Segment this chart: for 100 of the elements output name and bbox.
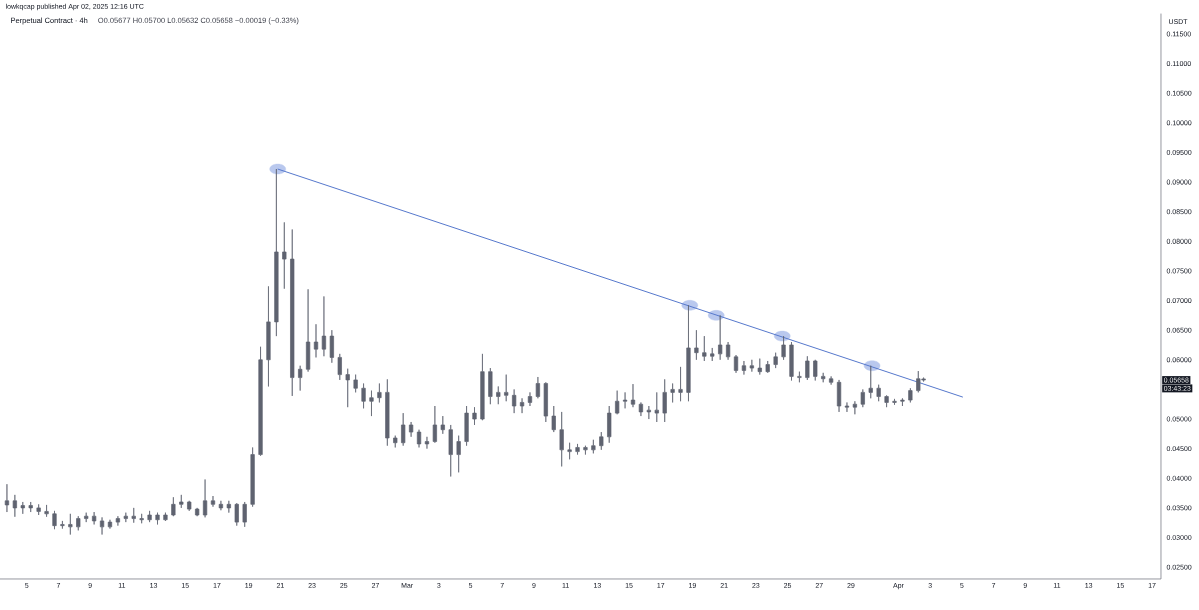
candlestick	[361, 383, 366, 409]
candlestick	[781, 335, 786, 361]
candlestick	[369, 390, 374, 417]
candlestick	[868, 365, 873, 399]
candlestick	[258, 346, 263, 457]
candlestick	[630, 383, 636, 408]
candlestick	[234, 502, 239, 527]
candlestick	[852, 400, 857, 415]
candlestick	[250, 447, 255, 508]
candlestick	[44, 504, 49, 518]
candlestick	[266, 285, 271, 387]
candlestick	[757, 358, 762, 375]
candlestick	[797, 371, 802, 383]
candlestick	[139, 513, 144, 524]
candlestick	[28, 501, 33, 513]
candlestick	[385, 378, 390, 447]
candlestick	[876, 384, 881, 402]
candlestick	[210, 495, 216, 508]
candlestick	[615, 390, 620, 415]
candlestick	[646, 405, 651, 420]
candlestick	[68, 513, 73, 535]
candlestick	[282, 222, 287, 290]
candlestick	[4, 483, 10, 513]
candlestick	[329, 329, 334, 364]
candlestick	[670, 383, 675, 403]
candlestick	[321, 296, 327, 357]
candlestick	[654, 392, 659, 423]
candlestick	[599, 431, 604, 451]
candlestick	[393, 435, 398, 448]
candlestick	[733, 354, 739, 374]
candlestick	[313, 323, 319, 358]
candlestick	[638, 402, 644, 417]
candlestick	[591, 439, 596, 454]
candlestick	[353, 374, 358, 393]
candlestick	[496, 386, 501, 405]
candlestick	[583, 445, 588, 455]
candlestick	[741, 360, 747, 375]
candlestick	[115, 515, 120, 527]
candlestick	[195, 507, 200, 517]
candlestick	[821, 372, 826, 383]
candlestick	[718, 315, 723, 361]
candlestick	[504, 374, 509, 402]
candlestick	[836, 379, 842, 413]
candlestick	[60, 520, 65, 529]
candlestick	[290, 229, 295, 397]
candlestick	[749, 359, 754, 372]
candlestick	[218, 500, 224, 511]
candlestick	[527, 392, 533, 407]
candlestick	[725, 341, 731, 361]
candlestick	[543, 381, 548, 423]
candlestick	[464, 405, 469, 447]
candlestick	[226, 500, 231, 513]
candlestick	[844, 402, 850, 413]
candlestick	[440, 415, 445, 435]
candlestick	[345, 368, 350, 408]
candlestick	[805, 355, 810, 381]
candlestick	[337, 353, 342, 381]
candlestick	[163, 512, 168, 522]
candlestick	[860, 389, 865, 408]
candlestick	[908, 387, 913, 403]
candlestick	[179, 494, 184, 509]
candlestick	[202, 479, 208, 518]
candlestick	[377, 383, 382, 403]
candlestick	[416, 429, 422, 448]
candlestick	[559, 411, 564, 467]
candlestick	[448, 424, 453, 477]
candlestick	[789, 341, 794, 381]
candlestick	[36, 503, 41, 516]
candlestick	[52, 510, 57, 530]
candlestick	[401, 412, 406, 447]
candlestick	[298, 365, 303, 391]
candlestick	[813, 359, 818, 381]
candlestick	[107, 519, 113, 529]
candlestick	[76, 515, 81, 531]
candlestick	[884, 394, 889, 408]
candlestick	[155, 512, 160, 525]
candlestick	[12, 494, 17, 518]
candlestick	[472, 406, 477, 426]
candlestick	[607, 405, 612, 444]
candlestick	[662, 378, 667, 423]
candlestick	[622, 392, 628, 409]
candlestick	[567, 442, 572, 460]
candlestick	[84, 512, 89, 523]
candlestick	[535, 376, 541, 399]
candlestick	[305, 288, 311, 372]
candlestick	[123, 512, 128, 523]
candlestick	[456, 435, 461, 473]
candlestick	[424, 436, 430, 449]
candlestick	[147, 510, 152, 523]
candlestick	[480, 353, 485, 421]
candlestick	[432, 405, 437, 444]
candlestick	[551, 405, 556, 433]
candlestick	[678, 366, 683, 402]
candlestick	[92, 511, 97, 525]
candlestick	[829, 376, 834, 386]
candlestick	[408, 421, 414, 438]
candlestick	[773, 352, 778, 369]
candlestick	[242, 501, 247, 528]
candlestick	[187, 500, 192, 512]
candlestick	[694, 329, 699, 361]
